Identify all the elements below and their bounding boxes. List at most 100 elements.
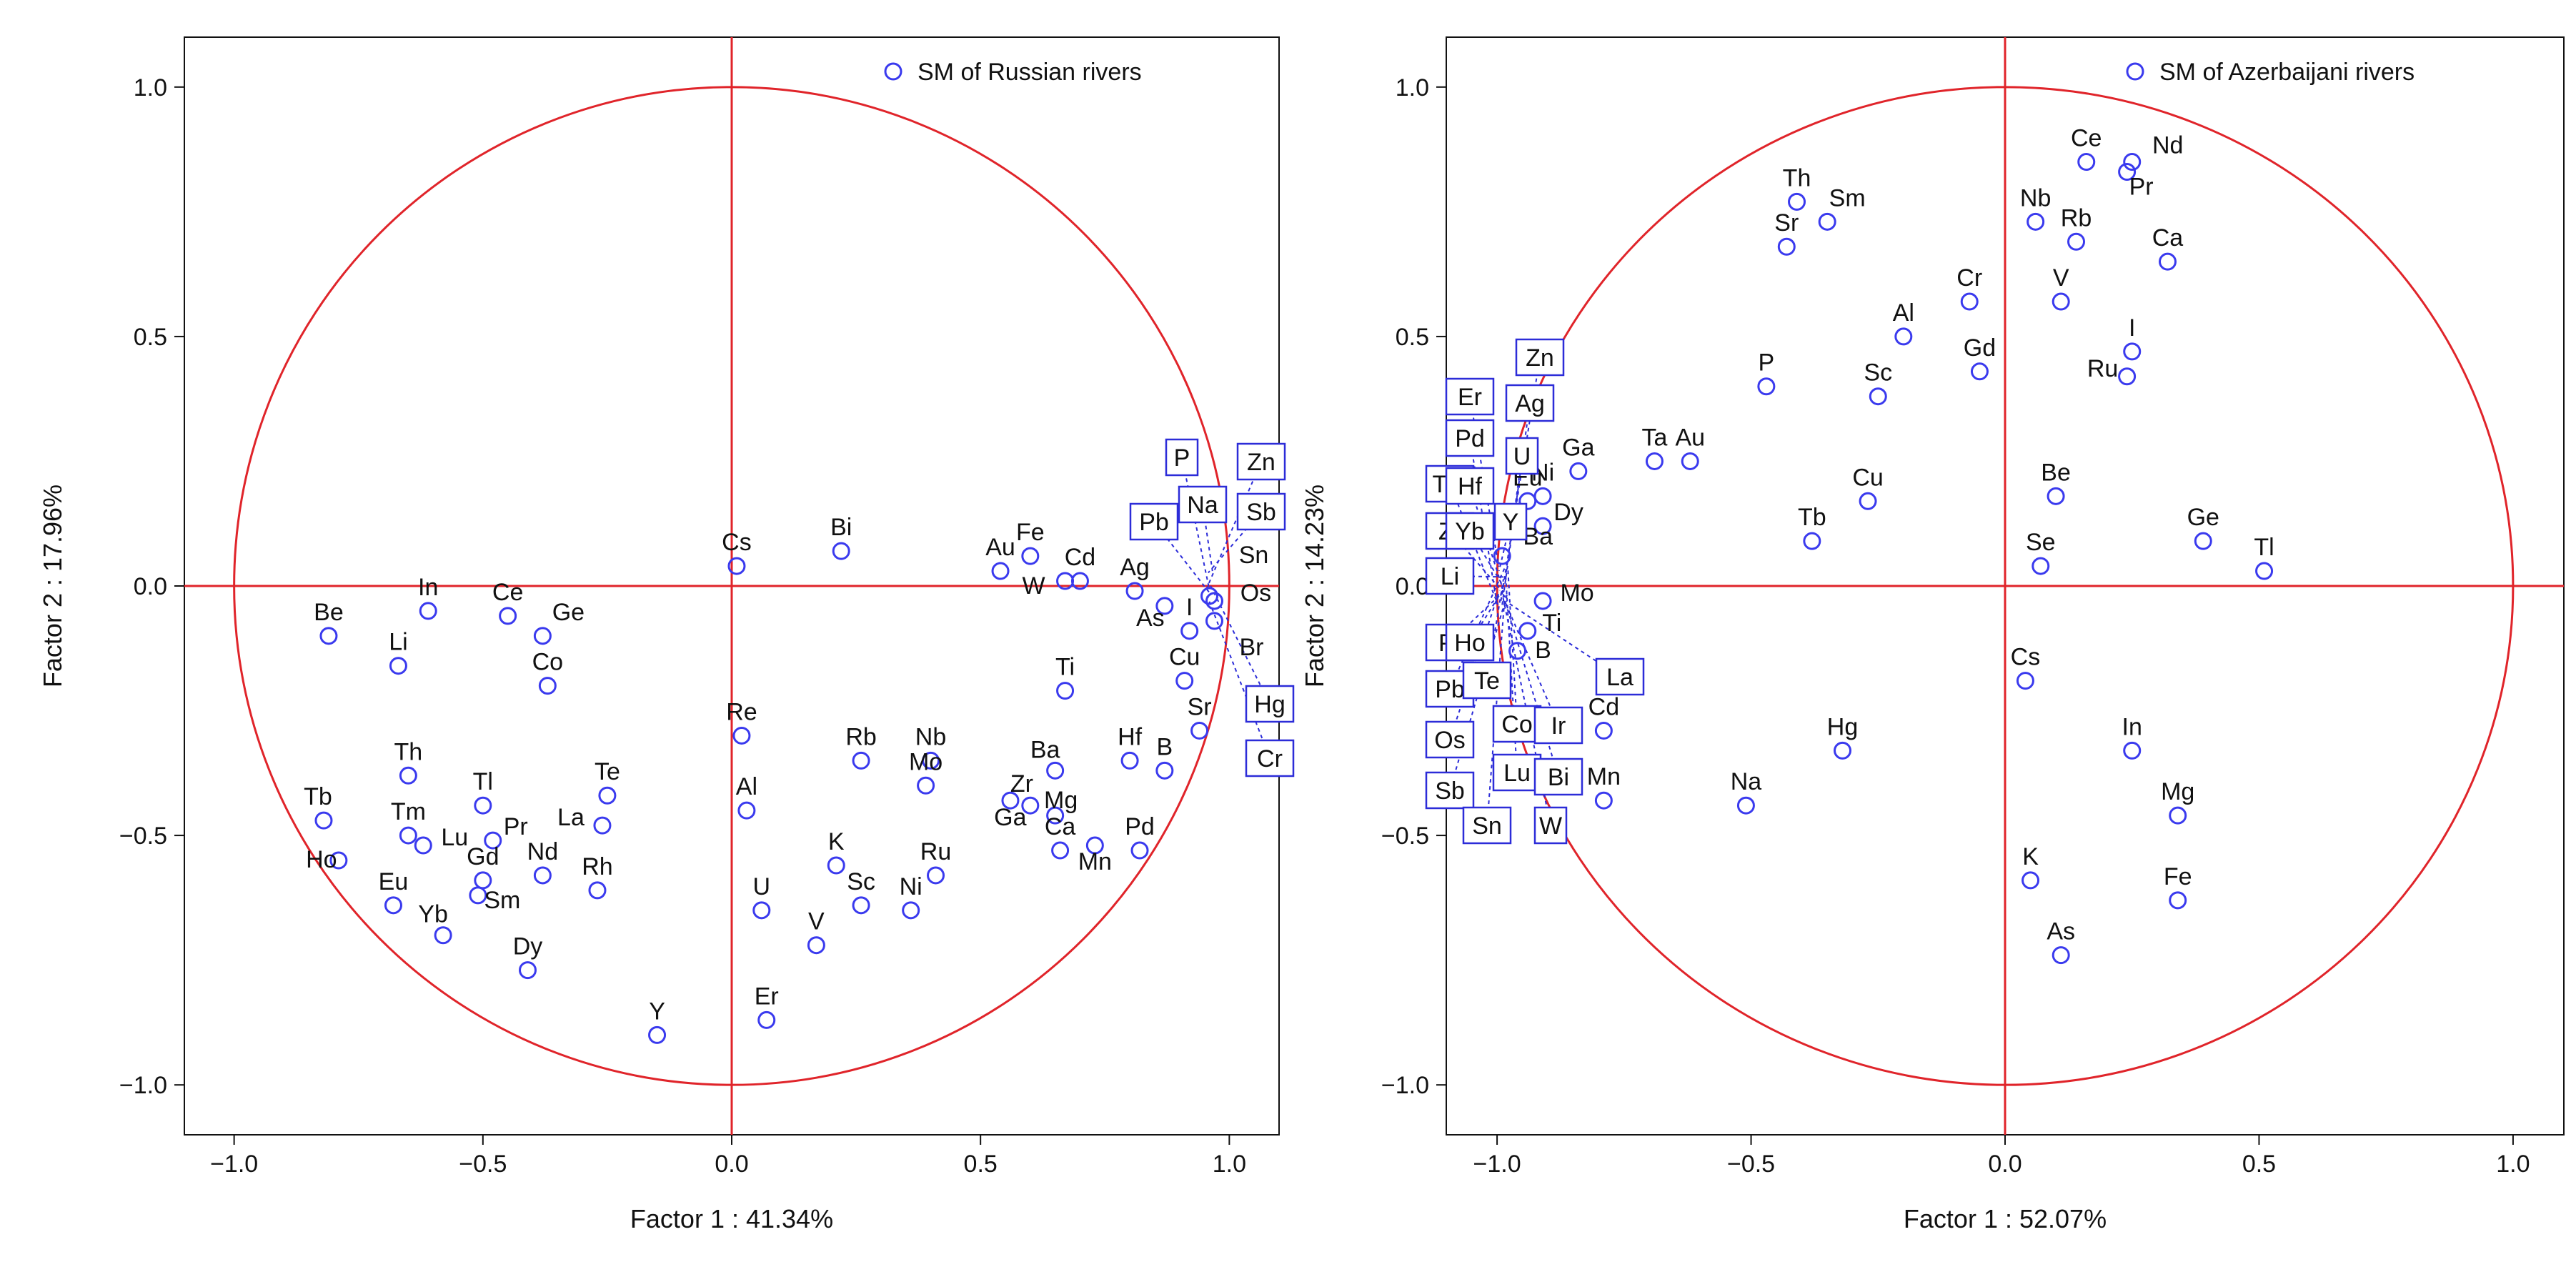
point-label: Ge xyxy=(552,599,585,626)
point-label: Al xyxy=(736,773,757,800)
point-label: In xyxy=(2122,713,2142,740)
boxed-label: Y xyxy=(1503,509,1519,536)
point-label: I xyxy=(2129,314,2135,342)
point-label: In xyxy=(418,574,438,601)
boxed-label: La xyxy=(1606,664,1633,691)
point-label: Sm xyxy=(484,887,520,914)
chart-panel-russian-rivers: −1.0 −0.5 0.0 0.5 1.0−1.0−0.50.00.51.0Factor… xyxy=(38,37,1293,1233)
x-tick-label: 1.0 xyxy=(1213,1151,1246,1178)
point-label: Cu xyxy=(1169,644,1200,671)
x-axis-label: Factor 1 : 52.07% xyxy=(1904,1204,2107,1233)
point-label: Dy xyxy=(1553,499,1583,526)
boxed-label: Lu xyxy=(1503,760,1531,787)
point-label: Sn xyxy=(1239,542,1269,569)
y-tick-label: 0.5 xyxy=(1396,324,1429,351)
point-label: Pr xyxy=(504,813,528,840)
x-tick-label: −0.5 xyxy=(1727,1151,1775,1178)
boxed-label: Sb xyxy=(1246,499,1276,526)
x-tick-label: 0.0 xyxy=(715,1151,748,1178)
point-label: Tl xyxy=(473,768,493,795)
boxed-label: Te xyxy=(1474,667,1500,695)
boxed-label: Sn xyxy=(1472,813,1502,840)
boxed-label: Cr xyxy=(1257,745,1283,772)
point-label: Cs xyxy=(722,529,752,556)
point-label: K xyxy=(2022,843,2039,870)
boxed-label: Ir xyxy=(1551,712,1566,740)
point-label: Pr xyxy=(2129,174,2154,201)
point-label: Ru xyxy=(2087,355,2118,382)
point-label: B xyxy=(1535,637,1551,664)
point-label: Ge xyxy=(2187,504,2219,531)
point-label: Cd xyxy=(1065,544,1095,571)
point-label: Co xyxy=(532,649,563,676)
point-label: Te xyxy=(595,758,620,785)
point-label: B xyxy=(1156,733,1173,760)
x-tick-label: 0.5 xyxy=(2242,1151,2276,1178)
point-label: Nd xyxy=(527,838,558,865)
point-label: Fe xyxy=(2164,863,2192,890)
point-label: Rb xyxy=(845,723,876,750)
point-label: Au xyxy=(1675,424,1705,451)
point-label: Mn xyxy=(1078,848,1112,875)
boxed-label: P xyxy=(1174,444,1190,472)
point-label: Be xyxy=(2041,459,2071,486)
boxed-label: Er xyxy=(1458,384,1482,411)
point-label: Ag xyxy=(1120,554,1150,581)
point-label: Li xyxy=(389,629,407,656)
point-label: Tm xyxy=(391,798,426,825)
point-label: Sc xyxy=(847,868,875,895)
point-label: Al xyxy=(1893,299,1914,327)
point-label: Tb xyxy=(304,783,332,810)
point-label: Pd xyxy=(1125,813,1155,840)
boxed-label: Na xyxy=(1187,492,1218,519)
point-label: Sr xyxy=(1188,693,1212,720)
x-tick-label: 0.5 xyxy=(964,1151,998,1178)
boxed-label: Pb xyxy=(1435,676,1465,703)
point-label: Ti xyxy=(1055,654,1075,681)
boxed-label: Pd xyxy=(1455,425,1485,452)
point-label: Se xyxy=(2026,529,2056,556)
point-label: Bi xyxy=(830,514,852,541)
boxed-label: Ag xyxy=(1515,390,1545,417)
x-tick-label: −0.5 xyxy=(459,1151,507,1178)
point-label: Au xyxy=(985,534,1015,561)
boxed-label: Zn xyxy=(1526,344,1554,372)
point-label: K xyxy=(828,828,845,855)
point-label: Er xyxy=(755,983,779,1010)
point-label: Fe xyxy=(1016,519,1045,546)
point-label: W xyxy=(1023,572,1045,600)
point-label: Mn xyxy=(1587,763,1621,790)
point-label: V xyxy=(2053,264,2069,292)
boxed-label: W xyxy=(1539,813,1562,840)
point-label: Ga xyxy=(1562,434,1594,461)
point-label: I xyxy=(1186,594,1193,621)
point-label: Lu xyxy=(441,824,468,851)
point-label: Mg xyxy=(1044,787,1078,814)
y-tick-label: −0.5 xyxy=(119,823,167,850)
point-label: Be xyxy=(314,599,344,626)
point-label: Ce xyxy=(2071,125,2102,152)
point-label: Os xyxy=(1240,580,1271,607)
point-label: Ca xyxy=(2152,224,2184,252)
y-tick-label: 0.5 xyxy=(134,324,167,351)
point-label: Hg xyxy=(1827,713,1858,740)
x-tick-label: −1.0 xyxy=(210,1151,258,1178)
point-label: Ta xyxy=(1642,424,1668,451)
x-axis-label: Factor 1 : 41.34% xyxy=(630,1204,833,1233)
point-label: Br xyxy=(1239,634,1263,661)
point-label: Ho xyxy=(306,846,337,873)
x-tick-label: 0.0 xyxy=(1988,1151,2021,1178)
point-label: Tb xyxy=(1798,504,1826,531)
point-label: Dy xyxy=(513,933,543,960)
point-label: Nb xyxy=(2020,184,2051,212)
figure-canvas: −1.0 −0.5 0.0 0.5 1.0−1.0−0.50.00.51.0Factor… xyxy=(0,0,2576,1282)
point-label: P xyxy=(1759,349,1775,377)
y-tick-label: 0.0 xyxy=(1396,573,1429,600)
point-label: Th xyxy=(394,738,423,765)
point-label: Th xyxy=(1783,164,1811,192)
x-tick-label: −1.0 xyxy=(1473,1151,1521,1178)
point-label: U xyxy=(753,873,771,900)
legend-label: SM of Russian rivers xyxy=(917,59,1142,86)
boxed-label: Li xyxy=(1441,563,1459,590)
point-label: Mo xyxy=(909,748,943,775)
